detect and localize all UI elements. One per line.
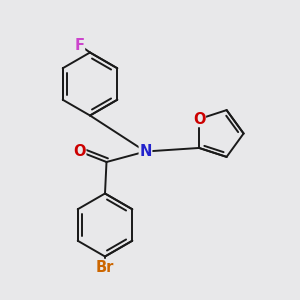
Text: O: O [193,112,205,127]
Text: O: O [73,144,86,159]
Text: N: N [139,144,152,159]
Text: Br: Br [96,260,114,274]
Text: F: F [74,38,85,52]
